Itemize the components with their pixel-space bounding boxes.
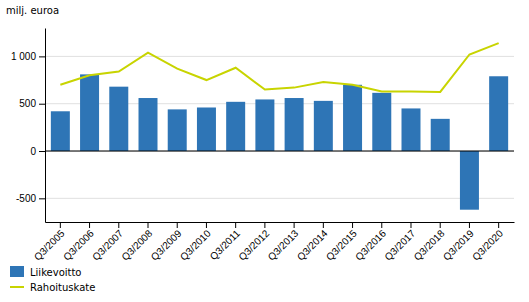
y-tick-label: -500 (16, 193, 36, 204)
plot-area: -50005001 000Q3/2005Q3/2006Q3/2007Q3/200… (11, 29, 515, 263)
y-axis-title: milj. euroa (6, 5, 59, 16)
x-tick-label: Q3/2005 (32, 227, 67, 262)
legend-swatch (10, 266, 24, 277)
x-tick-label: Q3/2012 (236, 227, 271, 262)
grid-line (45, 198, 514, 199)
x-tick-mark (352, 222, 353, 228)
legend-label: Liikevoitto (30, 267, 82, 278)
x-tick-mark (235, 222, 236, 228)
y-tick-label: 500 (19, 98, 36, 109)
y-tick-label: 1 000 (11, 51, 36, 62)
x-axis: Q3/2005Q3/2006Q3/2007Q3/2008Q3/2009Q3/20… (32, 222, 515, 263)
bar (431, 119, 450, 151)
bar (226, 102, 245, 151)
x-tick-label: Q3/2016 (353, 227, 388, 262)
x-tick-mark (381, 222, 382, 228)
x-tick-label: Q3/2019 (441, 227, 476, 262)
y-tick-mark (39, 104, 45, 105)
bar (401, 108, 420, 151)
y-axis-line (45, 29, 46, 223)
x-tick-mark (60, 222, 61, 228)
bar (460, 151, 479, 210)
bar (168, 109, 187, 151)
y-tick-mark (39, 198, 45, 199)
grid-line (45, 56, 514, 57)
x-tick-label: Q3/2009 (149, 227, 184, 262)
legend: Liikevoitto Rahoituskate (10, 266, 95, 293)
y-tick: 1 000 (11, 51, 45, 62)
y-tick-label: 0 (30, 146, 36, 157)
x-tick-label: Q3/2008 (119, 227, 154, 262)
legend-swatch (10, 286, 24, 288)
marks (51, 43, 508, 210)
x-tick-label: Q3/2006 (61, 227, 96, 262)
bar (197, 107, 216, 151)
bar (285, 98, 304, 151)
y-tick: -500 (16, 193, 45, 204)
x-tick-mark (469, 222, 470, 228)
y-axis: -500 0 500 1 000 (11, 29, 46, 223)
x-axis-line (46, 222, 515, 223)
x-tick-label: Q3/2018 (412, 227, 447, 262)
grid (45, 56, 514, 198)
y-tick: 500 (19, 98, 45, 109)
bar-series (51, 74, 508, 209)
bar (139, 98, 158, 151)
x-tick-label: Q3/2010 (178, 227, 213, 262)
bar (489, 76, 508, 151)
y-tick: 0 (30, 146, 45, 157)
x-tick: Q3/2020 (470, 222, 505, 263)
x-tick-label: Q3/2020 (470, 227, 505, 262)
x-tick-mark (89, 222, 90, 228)
x-tick-mark (323, 222, 324, 228)
y-tick-mark (39, 151, 45, 152)
line (60, 43, 498, 92)
bar (314, 101, 333, 151)
x-tick-label: Q3/2014 (295, 227, 330, 262)
bar (80, 74, 99, 151)
x-tick-mark (294, 222, 295, 228)
bar (343, 85, 362, 151)
legend-item: Liikevoitto (10, 266, 82, 278)
bar (51, 111, 70, 151)
grid-line (45, 151, 514, 152)
x-tick-mark (206, 222, 207, 228)
x-tick-mark (177, 222, 178, 228)
x-tick-label: Q3/2017 (382, 227, 417, 262)
chart: -50005001 000Q3/2005Q3/2006Q3/2007Q3/200… (0, 0, 529, 302)
bar (255, 99, 274, 151)
x-tick-mark (498, 222, 499, 228)
x-tick-label: Q3/2013 (266, 227, 301, 262)
x-tick-mark (440, 222, 441, 228)
x-tick-mark (118, 222, 119, 228)
x-tick-label: Q3/2007 (90, 227, 125, 262)
x-tick-label: Q3/2015 (324, 227, 359, 262)
legend-label: Rahoituskate (30, 282, 95, 293)
x-tick-mark (264, 222, 265, 228)
bar (109, 87, 128, 151)
legend-item: Rahoituskate (10, 282, 95, 293)
x-tick: Q3/2010 (178, 222, 213, 263)
y-tick-mark (39, 56, 45, 57)
x-tick-mark (148, 222, 149, 228)
bar (372, 93, 391, 151)
zero-line (45, 151, 514, 152)
x-tick-mark (410, 222, 411, 228)
